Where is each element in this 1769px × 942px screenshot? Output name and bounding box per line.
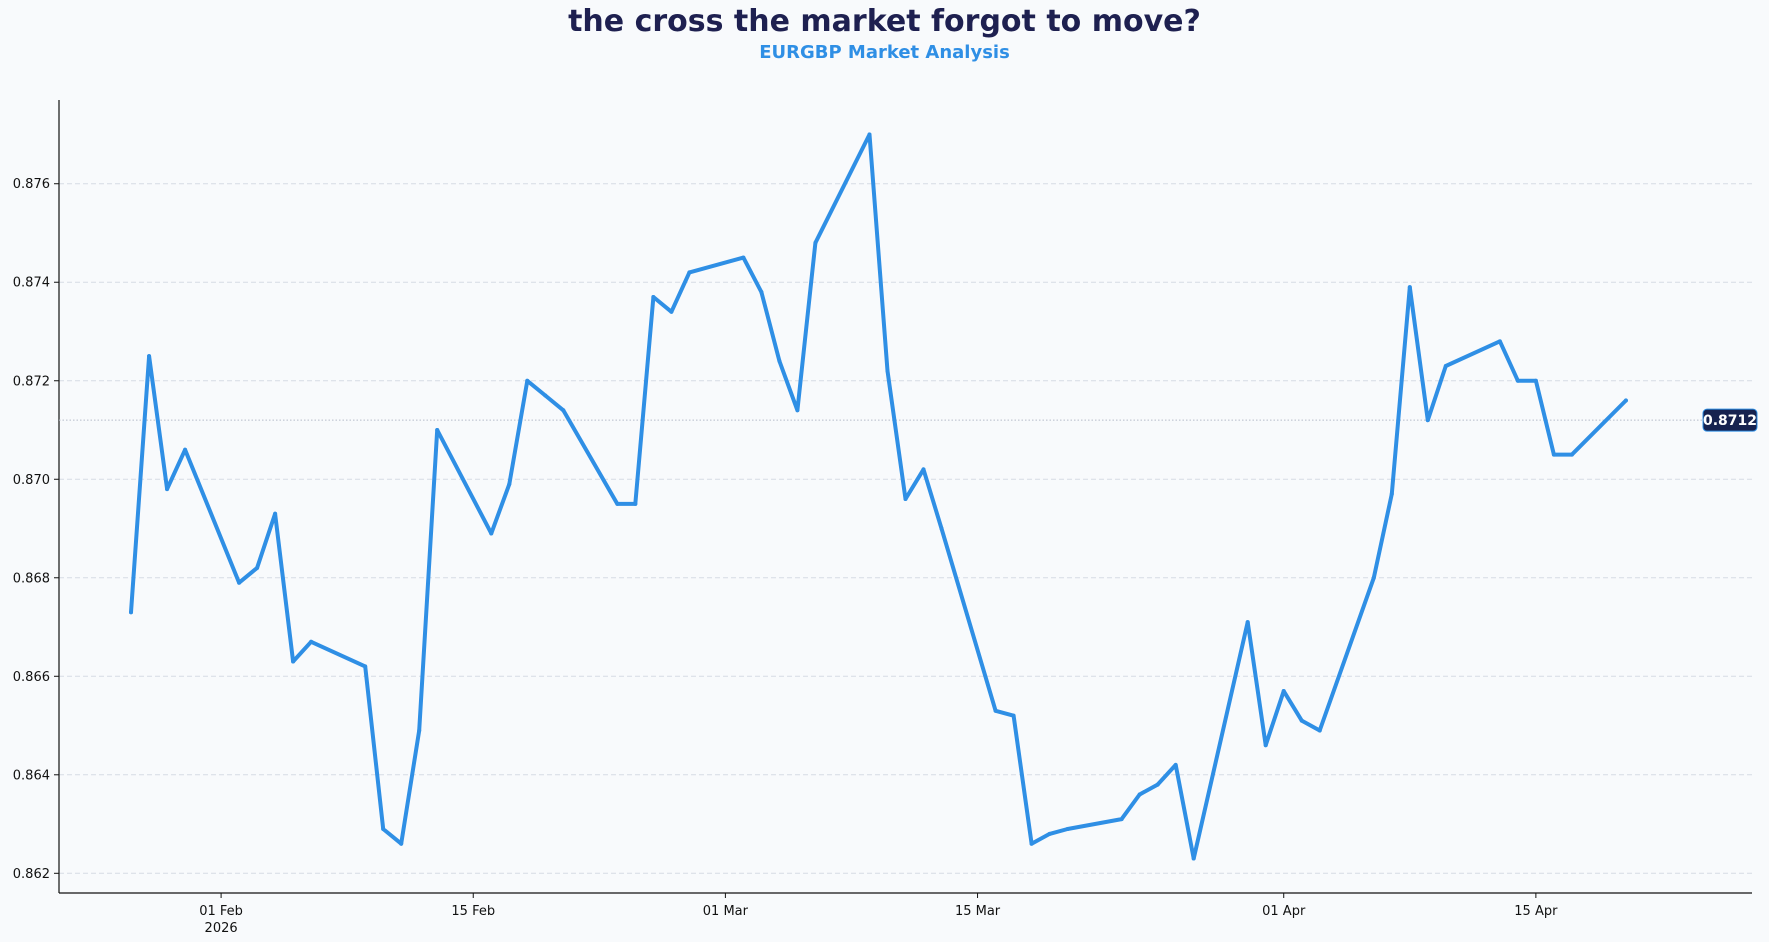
x-tick-label: 15 Feb — [451, 904, 495, 919]
data-point — [129, 610, 134, 615]
y-tick-label: 0.870 — [13, 473, 50, 488]
data-point — [1281, 689, 1286, 694]
data-point — [1011, 713, 1016, 718]
x-tick-label: 15 Apr — [1514, 904, 1558, 919]
data-point — [1245, 620, 1250, 625]
data-point — [273, 511, 278, 516]
data-point — [525, 378, 530, 383]
data-point — [1497, 339, 1502, 344]
data-point — [669, 309, 674, 314]
data-point — [759, 290, 764, 295]
data-point — [1551, 452, 1556, 457]
y-axis-ticks: 0.862 0.864 0.866 0.868 0.870 0.872 0.874 0.876 — [13, 177, 59, 882]
data-point — [1137, 792, 1142, 797]
x-tick-label: 01 Mar — [703, 904, 749, 919]
y-tick-label: 0.868 — [13, 571, 50, 586]
data-point — [1425, 418, 1430, 423]
data-point — [399, 841, 404, 846]
data-point — [1515, 378, 1520, 383]
last-value-badge-bg — [1702, 408, 1758, 432]
y-tick-label: 0.862 — [13, 867, 50, 882]
data-point — [993, 708, 998, 713]
data-point — [885, 368, 890, 373]
data-point — [291, 659, 296, 664]
chart-title: the cross the market forgot to move? — [568, 4, 1201, 39]
x-tick-sublabel: 2026 — [205, 921, 238, 936]
data-point — [813, 240, 818, 245]
data-point — [777, 359, 782, 364]
data-point — [363, 664, 368, 669]
y-tick-label: 0.872 — [13, 374, 50, 389]
data-point — [741, 255, 746, 260]
data-point — [1533, 378, 1538, 383]
data-point — [1173, 762, 1178, 767]
x-tick-label: 01 Apr — [1262, 904, 1306, 919]
last-value-label: 0.8712 — [1703, 413, 1757, 429]
data-point — [255, 565, 260, 570]
y-tick-label: 0.866 — [13, 670, 50, 685]
x-axis-ticks: 01 Feb 2026 15 Feb 01 Mar 15 Mar 01 Apr 15 Apr — [199, 893, 1558, 936]
y-tick-label: 0.864 — [13, 768, 50, 783]
data-point — [651, 295, 656, 300]
gridlines — [59, 183, 1752, 874]
data-point — [1389, 492, 1394, 497]
data-point — [1191, 856, 1196, 861]
data-point — [417, 728, 422, 733]
data-point — [867, 132, 872, 137]
data-point — [237, 580, 242, 585]
y-tick-label: 0.874 — [13, 276, 50, 291]
data-point — [687, 270, 692, 275]
data-point — [561, 408, 566, 413]
data-point — [543, 393, 548, 398]
data-point — [1317, 728, 1322, 733]
last-value-badge: 0.8712 — [1702, 408, 1758, 432]
data-point — [147, 354, 152, 359]
data-point — [183, 447, 188, 452]
data-point — [1623, 398, 1628, 403]
data-point — [309, 639, 314, 644]
data-point — [1155, 782, 1160, 787]
data-point — [1407, 285, 1412, 290]
data-point — [903, 496, 908, 501]
x-tick-label: 01 Feb — [199, 904, 243, 919]
data-point — [1047, 831, 1052, 836]
data-point — [1263, 743, 1268, 748]
data-point — [795, 408, 800, 413]
data-point — [1065, 826, 1070, 831]
data-point — [507, 482, 512, 487]
x-tick-label: 15 Mar — [955, 904, 1001, 919]
series-line — [129, 132, 1628, 861]
data-points — [129, 132, 1628, 861]
data-point — [1029, 841, 1034, 846]
data-point — [939, 526, 944, 531]
data-point — [1371, 575, 1376, 580]
data-point — [633, 501, 638, 506]
data-point — [615, 501, 620, 506]
y-tick-label: 0.876 — [13, 177, 50, 192]
data-point — [381, 826, 386, 831]
data-point — [489, 531, 494, 536]
data-point — [921, 467, 926, 472]
data-point — [435, 428, 440, 433]
data-point — [1569, 452, 1574, 457]
data-point — [1119, 817, 1124, 822]
data-point — [165, 487, 170, 492]
chart-subtitle: EURGBP Market Analysis — [759, 42, 1010, 63]
data-point — [1443, 363, 1448, 368]
data-point — [1299, 718, 1304, 723]
